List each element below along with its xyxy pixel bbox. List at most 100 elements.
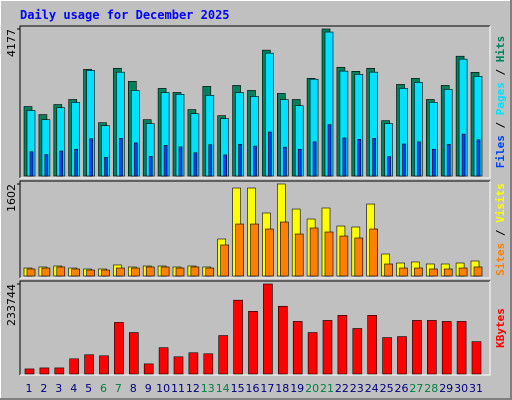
bar xyxy=(116,267,125,277)
legend-separator: / xyxy=(494,62,507,82)
bar xyxy=(399,267,408,277)
bar xyxy=(327,124,332,177)
bar xyxy=(372,138,377,177)
bar xyxy=(476,139,481,177)
legend: Files / Pages / Hits xyxy=(494,36,507,169)
bar xyxy=(69,358,79,375)
x-tick-label: 22 xyxy=(335,382,349,395)
bar xyxy=(39,367,50,375)
bar xyxy=(134,142,138,177)
panel-border-dark xyxy=(19,25,490,178)
bar xyxy=(160,266,170,277)
bar xyxy=(223,154,227,177)
bar xyxy=(114,322,124,375)
bar xyxy=(324,231,334,277)
bar xyxy=(417,141,421,177)
bar xyxy=(322,320,333,375)
chart-title: Daily usage for December 2025 xyxy=(20,8,230,22)
bar xyxy=(190,266,200,277)
bar xyxy=(443,268,453,277)
y-tick-label: 4177 xyxy=(5,29,18,57)
x-tick-label: 28 xyxy=(424,382,438,395)
bar xyxy=(173,356,184,375)
bar xyxy=(71,268,80,277)
bar xyxy=(145,266,155,277)
bar xyxy=(131,267,140,277)
x-tick-label: 27 xyxy=(409,382,423,395)
panel-border-light xyxy=(20,281,491,376)
bar xyxy=(188,352,199,375)
panel-border-dark xyxy=(19,280,490,375)
bar xyxy=(309,227,319,277)
x-tick-label: 4 xyxy=(70,382,77,395)
bar xyxy=(129,332,139,375)
bar xyxy=(312,141,317,177)
bar xyxy=(446,144,451,177)
panel-border-light xyxy=(20,181,491,279)
bar xyxy=(456,321,467,375)
bar xyxy=(382,337,392,375)
x-tick-label: 29 xyxy=(439,382,453,395)
bar xyxy=(337,315,348,375)
bar xyxy=(86,269,95,277)
bar xyxy=(253,145,257,177)
bar xyxy=(342,137,347,177)
x-tick-label: 19 xyxy=(290,382,304,395)
x-tick-label: 13 xyxy=(201,382,215,395)
x-tick-label: 5 xyxy=(85,382,92,395)
bar xyxy=(101,269,110,277)
bar xyxy=(99,355,109,375)
x-tick-label: 23 xyxy=(350,382,364,395)
bar xyxy=(473,266,483,277)
bar xyxy=(369,228,379,277)
bar xyxy=(104,157,108,177)
bar xyxy=(29,151,34,177)
bar xyxy=(220,244,229,277)
x-tick-label: 6 xyxy=(100,382,107,395)
legend-separator: / xyxy=(494,223,507,243)
bar xyxy=(208,144,213,177)
bar xyxy=(279,221,289,277)
x-tick-label: 21 xyxy=(320,382,334,395)
bar xyxy=(339,235,349,277)
x-tick-label: 3 xyxy=(55,382,62,395)
bar xyxy=(431,148,436,177)
bar xyxy=(74,148,78,177)
x-tick-label: 11 xyxy=(171,382,185,395)
x-tick-label: 14 xyxy=(216,382,230,395)
bar xyxy=(238,144,242,177)
bar xyxy=(397,336,407,375)
legend: KBytes xyxy=(494,308,507,348)
x-tick-label: 31 xyxy=(469,382,483,395)
x-tick-label: 16 xyxy=(246,382,260,395)
bar xyxy=(352,328,363,375)
bar xyxy=(148,155,153,177)
bar xyxy=(426,320,437,375)
bar xyxy=(428,268,438,277)
bar xyxy=(307,332,318,375)
bar xyxy=(89,138,93,177)
bar xyxy=(268,131,272,177)
x-tick-label: 25 xyxy=(380,382,394,395)
x-tick-label: 2 xyxy=(40,382,47,395)
bar xyxy=(59,150,64,177)
x-tick-label: 24 xyxy=(365,382,379,395)
x-tick-label: 10 xyxy=(156,382,170,395)
bar xyxy=(235,223,244,277)
legend-separator: / xyxy=(494,115,507,135)
bar xyxy=(158,347,169,375)
x-tick-label: 15 xyxy=(231,382,245,395)
bar xyxy=(292,321,303,375)
bar xyxy=(26,268,36,277)
x-tick-label: 7 xyxy=(115,382,122,395)
legend-entry: Pages xyxy=(494,82,507,115)
bar xyxy=(357,139,362,177)
bar xyxy=(367,315,378,375)
bar xyxy=(277,305,288,375)
bar xyxy=(143,363,154,375)
bar xyxy=(441,321,452,375)
bar xyxy=(387,156,391,177)
panel-border-dark xyxy=(19,180,490,278)
